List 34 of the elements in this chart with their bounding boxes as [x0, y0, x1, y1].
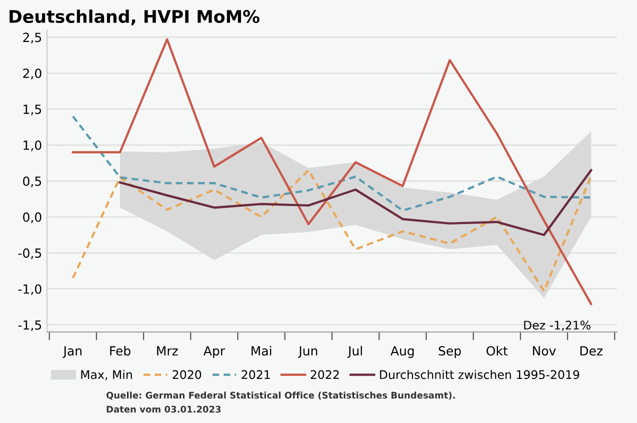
x-tick-label: Jan	[62, 346, 82, 358]
line-series	[72, 115, 592, 212]
legend-label: 2021	[242, 370, 270, 380]
y-tick-label: 2,0	[23, 68, 42, 80]
y-tick-label: 2,5	[23, 32, 42, 44]
y-tick-label: -0,5	[18, 248, 42, 260]
x-tick-label: Dez	[580, 346, 602, 356]
x-tick-label: Okt	[486, 346, 508, 356]
x-tick-label: Nov	[533, 346, 556, 356]
x-tick-label: Mai	[252, 346, 272, 356]
legend-label: Durchschnitt zwischen 1995-2019	[380, 370, 580, 380]
annotation: Dez -1,21%	[524, 320, 590, 331]
line-series	[72, 169, 592, 292]
line-series	[72, 38, 592, 306]
x-tick-label: Feb	[110, 346, 130, 356]
legend-label: 2020	[172, 370, 202, 380]
x-tick-label: Jun	[298, 346, 318, 358]
source-note: Quelle: German Federal Statistical Office (Statistisches Bundesamt).	[106, 392, 455, 400]
legend-label: 2022	[310, 370, 339, 380]
y-tick-label: -1,0	[18, 284, 42, 296]
x-tick-label: Aug	[390, 346, 414, 358]
x-tick-label: Apr	[204, 346, 226, 358]
y-tick-label: 0,5	[23, 176, 42, 188]
y-tick-label: 1,0	[24, 140, 42, 152]
text: Daten vom 03.01.2023	[106, 406, 221, 413]
text: Max, Min	[81, 370, 132, 380]
chart-title: Deutschland, HVPI MoM%	[10, 10, 260, 26]
x-tick-label: Sep	[438, 346, 461, 358]
x-tick-label: Jul	[347, 346, 362, 358]
y-tick-label: -1,5	[18, 320, 42, 332]
x-tick-label: Mrz	[157, 346, 178, 356]
y-tick-label: 0,0	[23, 212, 42, 224]
y-tick-label: 1,5	[24, 104, 42, 116]
line-series	[118, 169, 592, 236]
